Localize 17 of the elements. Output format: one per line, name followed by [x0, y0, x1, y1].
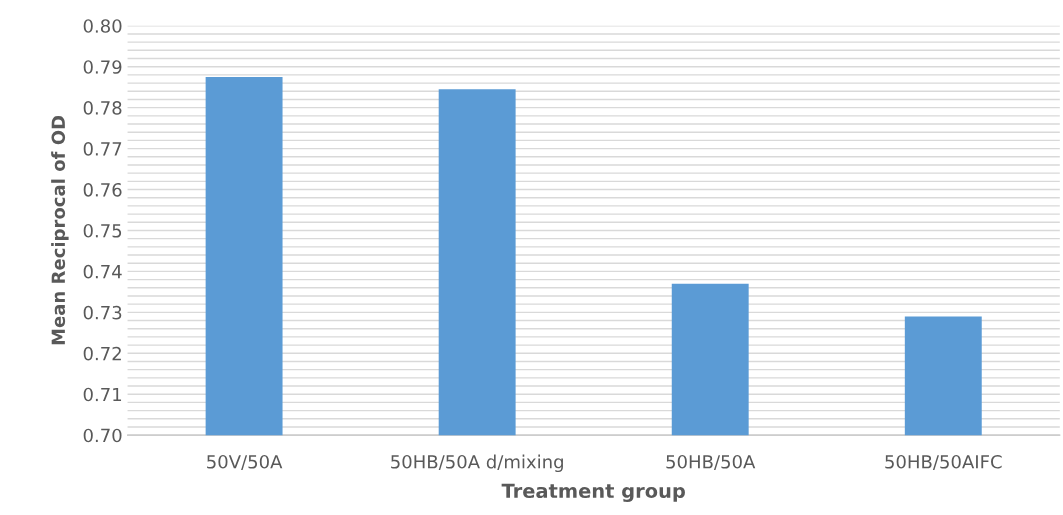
y-tick-label: 0.76: [83, 182, 122, 197]
x-tick-label: 50V/50A: [207, 454, 283, 471]
y-tick-label: 0.77: [83, 142, 122, 156]
y-tick-label: 0.72: [83, 346, 121, 361]
y-tick-label: 0.78: [83, 101, 122, 115]
x-axis-title: Treatment group: [501, 483, 685, 503]
x-tick-label: 50HB/50AIFC: [885, 454, 1002, 471]
x-tick-label: 50HB/50A: [666, 454, 756, 471]
y-tick-label: 0.71: [83, 387, 122, 402]
y-tick-label: 0.75: [83, 223, 122, 238]
x-tick-label: 50HB/50A d/mixing: [391, 454, 563, 473]
y-tick-label: 0.70: [83, 428, 122, 443]
y-tick-label: 0.74: [83, 264, 122, 279]
y-axis-title: Mean Reciprocal of OD: [51, 115, 69, 345]
y-tick-label: 0.80: [83, 19, 122, 33]
y-tick-label: 0.73: [83, 305, 122, 320]
y-tick-label: 0.79: [83, 60, 122, 74]
